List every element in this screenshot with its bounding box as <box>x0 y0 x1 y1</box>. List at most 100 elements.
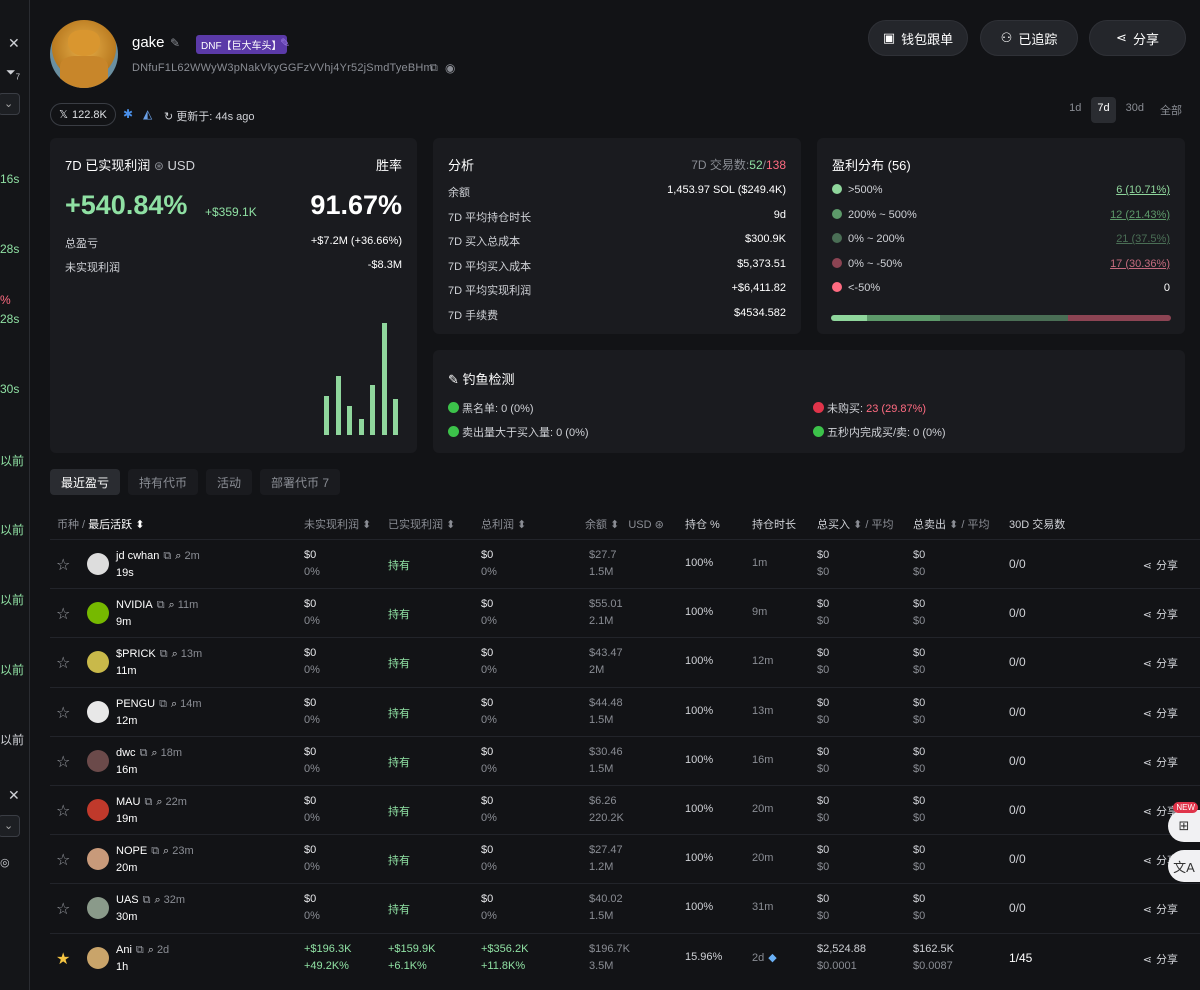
filter-icon[interactable]: ⏷7 <box>6 65 21 82</box>
distribution-value[interactable]: 0 <box>1163 282 1170 294</box>
tab-2[interactable]: 活动 <box>206 469 253 495</box>
timeframe-1d[interactable]: 1d <box>1069 102 1082 114</box>
explorer-icon[interactable]: ◉ <box>445 61 456 75</box>
sidebar-item-value[interactable]: 以前 <box>0 523 25 537</box>
row-share-button[interactable]: ⋖ 分享 <box>1143 655 1178 671</box>
token-name[interactable]: PENGU <box>116 697 156 710</box>
edit-tag-icon[interactable]: ✎ <box>280 36 291 50</box>
search-icon[interactable]: ⌕ <box>151 746 158 759</box>
distribution-value[interactable]: 17 (30.36%) <box>1110 257 1170 270</box>
search-icon[interactable]: ⌕ <box>154 894 161 907</box>
timeframe-7d[interactable]: 7d <box>1091 97 1116 123</box>
col-realized-header[interactable]: 已实现利润 ⬍ <box>388 519 456 531</box>
updated-status[interactable]: ↻ 更新于: 44s ago <box>164 108 255 124</box>
row-share-button[interactable]: ⋖ 分享 <box>1143 951 1178 967</box>
copy-icon[interactable]: ⧉ <box>159 648 168 661</box>
row-share-button[interactable]: ⋖ 分享 <box>1143 606 1178 622</box>
col-balance-header[interactable]: 余额 ⬍ USD ⊛ <box>585 519 664 531</box>
star-icon[interactable]: ☆ <box>56 803 71 820</box>
star-icon[interactable]: ☆ <box>56 557 71 574</box>
table-row[interactable]: ☆ PENGU ⧉ ⌕ 14m 12m $0 0% 持有 $0 0% $44.48 1.5M 100% 13… <box>50 686 1200 736</box>
tab-3[interactable]: 部署代币 7 <box>260 469 341 495</box>
sidebar-item-value[interactable]: 以前 <box>0 593 25 607</box>
close-icon[interactable]: ✕ <box>8 787 20 803</box>
dropdown-toggle[interactable]: ⌄ <box>0 815 20 837</box>
col-last-active-header[interactable]: 最后活跃 <box>88 519 133 531</box>
row-share-button[interactable]: ⋖ 分享 <box>1143 901 1178 917</box>
copy-icon[interactable]: ⧉ <box>156 599 165 612</box>
copy-icon[interactable]: ⧉ <box>159 697 167 710</box>
token-name[interactable]: dwc <box>116 746 136 759</box>
distribution-value[interactable]: 6 (10.71%) <box>1116 184 1170 196</box>
table-row[interactable]: ☆ UAS ⧉ ⌕ 32m 30m $0 0% 持有 $0 0% $40.02 1.5M 100% 31m $… <box>50 883 1200 932</box>
edit-icon[interactable]: ✎ <box>170 36 181 50</box>
copy-icon[interactable]: ⧉ <box>151 845 160 858</box>
col-sell-header[interactable]: 总卖出 ⬍ / 平均 <box>913 519 990 531</box>
token-name[interactable]: $PRICK <box>116 648 156 661</box>
search-icon[interactable]: ⌕ <box>170 697 178 710</box>
col-total-header[interactable]: 总利润 ⬍ <box>481 519 527 531</box>
distribution-value[interactable]: 21 (37.5%) <box>1116 233 1170 245</box>
search-icon[interactable]: ⌕ <box>156 796 163 808</box>
table-row[interactable]: ☆ MAU ⧉ ⌕ 22m 19m $0 0% 持有 $0 0% $6.26 220.2K 100% 20m… <box>50 785 1200 834</box>
translate-floating-button[interactable]: 文A <box>1168 850 1200 882</box>
tab-0[interactable]: 最近盈亏 <box>50 469 121 495</box>
apps-floating-button[interactable]: ⊞ <box>1168 810 1200 842</box>
search-icon[interactable]: ⌕ <box>175 550 182 562</box>
timeframe-30d[interactable]: 30d <box>1125 102 1144 114</box>
table-row[interactable]: ☆ dwc ⧉ ⌕ 18m 16m $0 0% 持有 $0 0% $30.46 1.5M 100% 16m $… <box>50 735 1200 785</box>
dropdown-toggle[interactable]: ⌄ <box>0 93 20 115</box>
star-icon[interactable]: ★ <box>56 950 71 968</box>
copy-icon[interactable]: ⧉ <box>142 894 151 907</box>
table-row[interactable]: ☆ NOPE ⧉ ⌕ 23m 20m $0 0% 持有 $0 0% $27.47 1.2M 100% 20m… <box>50 834 1200 883</box>
table-row[interactable]: ☆ $PRICK ⧉ ⌕ 13m 11m $0 0% 持有 $0 0% $43.47 2M 100% 12m… <box>50 637 1200 686</box>
copy-icon[interactable]: ⧉ <box>430 62 438 74</box>
token-name[interactable]: MAU <box>116 796 141 808</box>
sidebar-item-value[interactable]: 28s <box>0 242 20 256</box>
search-icon[interactable]: ⌕ <box>147 943 154 956</box>
share-button[interactable]: ⋖ 分享 <box>1089 20 1186 56</box>
star-icon[interactable]: ☆ <box>56 704 71 722</box>
sidebar-item-value[interactable]: 以前 <box>0 454 25 468</box>
tab-1[interactable]: 持有代币 <box>128 469 199 495</box>
row-share-button[interactable]: ⋖ 分享 <box>1143 705 1178 721</box>
tracked-button[interactable]: ⚇ 已追踪 <box>980 20 1078 56</box>
search-icon[interactable]: ⌕ <box>171 648 178 661</box>
table-row[interactable]: ☆ NVIDIA ⧉ ⌕ 11m 9m $0 0% 持有 $0 0% $55.01 2.1M 100% 9m… <box>50 588 1200 637</box>
token-name[interactable]: NOPE <box>116 845 148 858</box>
sidebar-item-value[interactable]: 以前 <box>0 663 25 677</box>
wallet-follow-button[interactable]: ▣ 钱包跟单 <box>868 20 968 56</box>
col-buy-header[interactable]: 总买入 ⬍ / 平均 <box>817 519 894 531</box>
position-pct: 100% <box>685 753 714 766</box>
x-followers-pill[interactable]: 𝕏 122.8K <box>50 103 116 126</box>
star-icon[interactable]: ☆ <box>56 606 71 624</box>
sidebar-item-value[interactable]: 16s <box>0 172 20 186</box>
row-share-button[interactable]: ⋖ 分享 <box>1143 754 1178 770</box>
token-name[interactable]: UAS <box>116 894 139 907</box>
table-row[interactable]: ★ Ani ⧉ ⌕ 2d 1h +$196.3K +49.2K% +$159.9K +6.1K% +… <box>50 932 1200 982</box>
copy-icon[interactable]: ⧉ <box>135 943 144 956</box>
search-icon[interactable]: ⌕ <box>163 845 170 858</box>
token-name[interactable]: jd cwhan <box>116 550 160 562</box>
token-name[interactable]: NVIDIA <box>116 599 153 612</box>
distribution-value[interactable]: 12 (21.43%) <box>1110 208 1170 221</box>
sidebar-item-value[interactable]: % <box>0 293 11 307</box>
settings-icon[interactable]: ◎ <box>0 857 10 869</box>
copy-icon[interactable]: ⧉ <box>139 746 148 759</box>
copy-icon[interactable]: ⧉ <box>163 550 172 562</box>
star-icon[interactable]: ☆ <box>56 655 71 673</box>
star-icon[interactable]: ☆ <box>56 901 71 919</box>
col-unrealized-header[interactable]: 未实现利润 ⬍ <box>304 519 372 531</box>
sidebar-item-value[interactable]: 以前 <box>0 733 25 747</box>
search-icon[interactable]: ⌕ <box>168 599 175 612</box>
sidebar-item-value[interactable]: 28s <box>0 312 20 326</box>
token-name[interactable]: Ani <box>116 943 132 956</box>
row-share-button[interactable]: ⋖ 分享 <box>1143 557 1178 573</box>
star-icon[interactable]: ☆ <box>56 852 71 870</box>
table-row[interactable]: ☆ jd cwhan ⧉ ⌕ 2m 19s $0 0% 持有 $0 0% $27.7 1.5M 100% 1… <box>50 539 1200 588</box>
sidebar-item-value[interactable]: 30s <box>0 382 20 396</box>
copy-icon[interactable]: ⧉ <box>144 796 153 808</box>
star-icon[interactable]: ☆ <box>56 753 71 771</box>
timeframe-全部[interactable]: 全部 <box>1160 105 1182 117</box>
close-icon[interactable]: ✕ <box>8 35 20 51</box>
